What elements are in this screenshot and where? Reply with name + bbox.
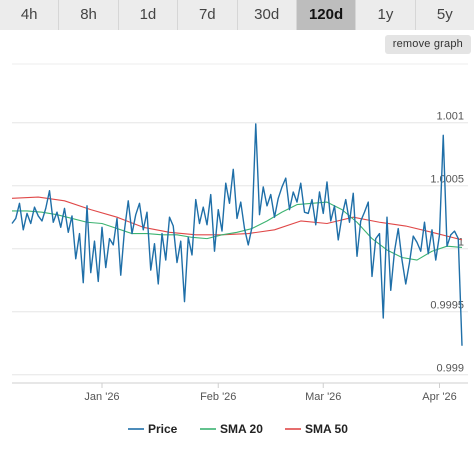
- series-line-price: [11, 123, 463, 346]
- tab-4h[interactable]: 4h: [0, 0, 60, 30]
- tab-7d[interactable]: 7d: [178, 0, 238, 30]
- x-tick-label: Feb '26: [200, 391, 236, 403]
- tab-120d[interactable]: 120d: [296, 0, 357, 30]
- timeframe-tabs: 4h 8h 1d 7d 30d 120d 1y 5y: [0, 0, 474, 30]
- series-line-sma-20: [12, 201, 463, 261]
- chart-axes: 1.001 1.0005 1 0.9995 0.999 Jan '26 Feb '26 Mar…: [12, 111, 468, 403]
- legend-label-sma-50: SMA 50: [305, 422, 348, 436]
- x-tick-label: Apr '26: [422, 391, 457, 403]
- legend-label-price: Price: [148, 422, 178, 436]
- y-tick-label: 1.0005: [430, 174, 464, 186]
- tab-1y[interactable]: 1y: [356, 0, 416, 30]
- chart-legend: Price SMA 20 SMA 50: [128, 422, 348, 436]
- price-chart: 1.001 1.0005 1 0.9995 0.999 Jan '26 Feb '26 Mar…: [11, 63, 468, 436]
- tab-5y[interactable]: 5y: [415, 0, 474, 30]
- tab-30d[interactable]: 30d: [237, 0, 297, 30]
- chart-series: [11, 123, 463, 346]
- y-tick-label: 1.001: [436, 111, 464, 123]
- y-tick-label: 0.9995: [430, 300, 464, 312]
- tab-1d[interactable]: 1d: [118, 0, 179, 30]
- x-tick-label: Jan '26: [84, 391, 119, 403]
- chart-grid: [12, 63, 468, 376]
- tab-8h[interactable]: 8h: [59, 0, 119, 30]
- remove-graph-button[interactable]: remove graph: [384, 35, 471, 54]
- x-tick-label: Mar '26: [305, 391, 341, 403]
- y-tick-label: 1: [458, 237, 464, 249]
- y-tick-label: 0.999: [436, 363, 464, 375]
- legend-label-sma-20: SMA 20: [220, 422, 263, 436]
